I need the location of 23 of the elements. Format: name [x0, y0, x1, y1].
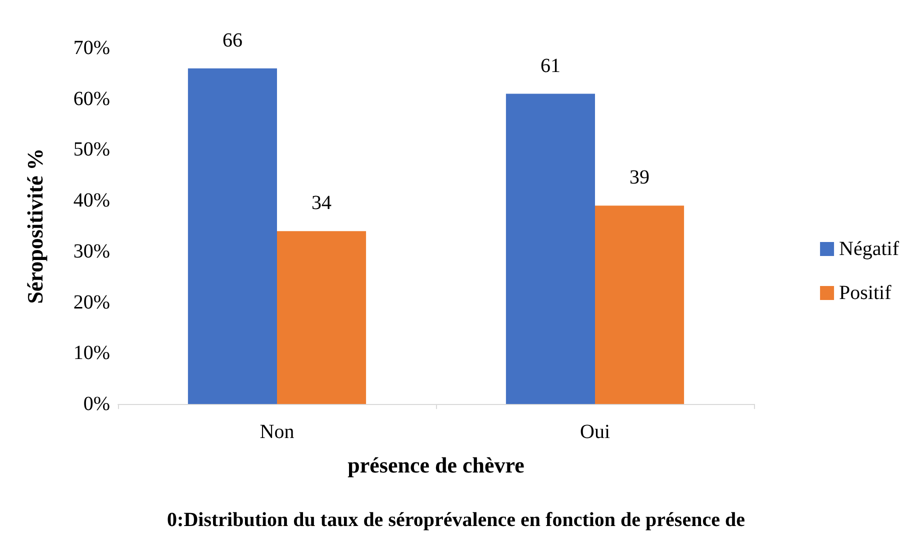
- y-tick-label: 60%: [73, 88, 110, 110]
- y-tick-label: 0%: [83, 393, 110, 415]
- legend-label: Positif: [839, 282, 892, 304]
- x-axis-title: présence de chèvre: [348, 452, 525, 478]
- data-label: 39: [630, 166, 650, 189]
- legend-label: Négatif: [839, 238, 900, 260]
- bar: [595, 206, 684, 404]
- text: 0:Distribution du taux de séroprévalence en fonction de présence de: [167, 509, 746, 531]
- bar: [188, 68, 277, 404]
- y-tick-label: 50%: [73, 138, 110, 161]
- data-label: 61: [540, 54, 560, 77]
- y-tick-label: 10%: [73, 342, 110, 364]
- y-tick-label: 20%: [73, 291, 110, 314]
- bar: [506, 94, 595, 404]
- data-label: 34: [312, 192, 332, 214]
- y-tick-label: 30%: [73, 240, 110, 262]
- x-tick-label: Non: [260, 421, 294, 443]
- y-tick-label: 40%: [73, 190, 110, 212]
- data-label: 66: [222, 29, 242, 52]
- y-tick-label: 70%: [73, 37, 110, 59]
- bar: [277, 231, 366, 404]
- x-tick-label: Oui: [580, 421, 610, 443]
- y-axis-title: Séropositivité %: [22, 148, 48, 304]
